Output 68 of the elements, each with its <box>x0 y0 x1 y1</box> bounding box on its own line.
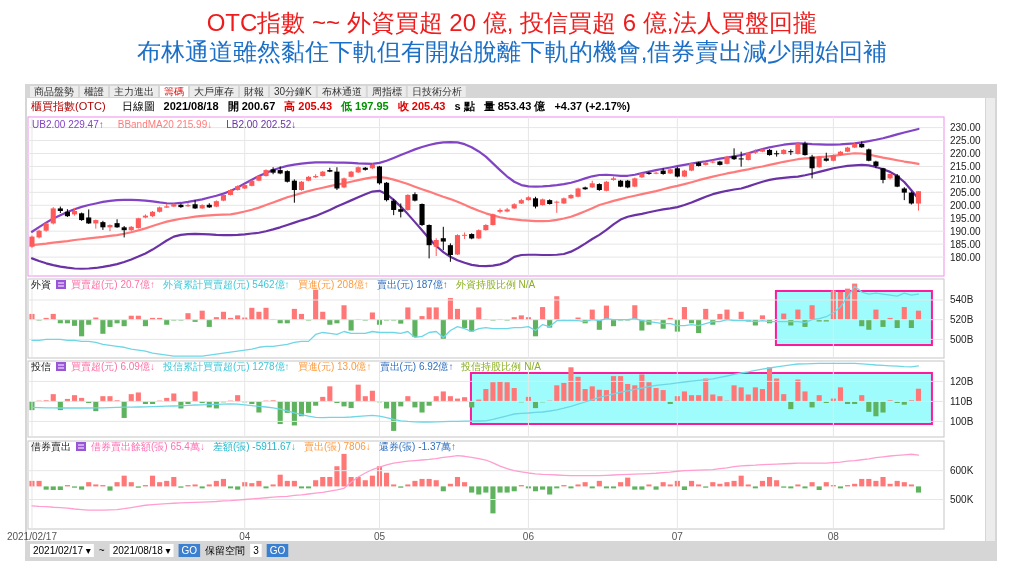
text: LB2.00 202.52↓ <box>226 119 297 130</box>
y-tick-label: 185.00 <box>950 238 982 250</box>
y-tick-label: 190.00 <box>950 225 982 237</box>
y-tick-label: 195.00 <box>950 212 982 224</box>
annotation: 差額(張) -5911.67↓ <box>212 441 297 452</box>
text: 商品盤勢 <box>34 85 74 97</box>
text: BBandMA20 215.99↓ <box>117 119 213 130</box>
annotation: 外資累計買賣超(元) 5462億↑ <box>162 279 290 290</box>
text: s 點 <box>454 100 475 112</box>
y-tick-label: 225.00 <box>950 135 982 147</box>
chart-title: 外資 <box>31 279 51 290</box>
text: 財報 <box>244 85 264 97</box>
text: 開 200.67 <box>227 100 276 112</box>
y-tick-label: 200.00 <box>950 199 982 211</box>
annotation: 買賣超(元) 20.7億↑ <box>71 279 155 290</box>
y-tick-label: 520B <box>950 314 974 326</box>
annotation: 投信累計買賣超(元) 1278億↑ <box>161 361 290 372</box>
text: 30分鐘K <box>274 85 313 97</box>
annotation: 買賣超(元) 6.09億↓ <box>71 361 155 372</box>
x-tick-label: 06 <box>522 531 535 542</box>
y-tick-label: 180.00 <box>950 251 982 263</box>
y-tick-label: 500K <box>950 493 974 505</box>
y-tick-label: 210.00 <box>950 173 982 185</box>
x-tick-label: 08 <box>827 531 840 542</box>
x-tick-label: 2021/02/17 <box>6 531 58 542</box>
text: 日線圖 <box>121 100 155 112</box>
text: 收 205.43 <box>397 100 446 112</box>
annotation: 賣出(元) 187億↑ <box>376 279 448 290</box>
y-tick-label: 600K <box>950 465 974 477</box>
text: 日技術分析 <box>411 85 462 97</box>
annotation: 投信持股比例 N/A <box>460 361 542 372</box>
x-tick-label: 04 <box>239 531 251 542</box>
y-tick-label: 215.00 <box>950 160 982 172</box>
annotation: 還券(張) -1.37萬↑ <box>378 441 457 452</box>
text: 低 197.95 <box>340 100 389 112</box>
y-tick-label: 500B <box>950 333 974 345</box>
annotation: 賣出(元) 6.92億↑ <box>379 361 454 372</box>
chart-title: 借券賣出 <box>31 441 71 452</box>
text: UB2.00 229.47↑ <box>32 119 104 130</box>
chart-title: 投信 <box>30 361 51 372</box>
annotation: 外資持股比例 N/A <box>455 279 536 290</box>
chart-subtitle: 布林通道雖然黏住下軌但有開始脫離下軌的機會,借券賣出減少開始回補 <box>136 38 888 65</box>
y-tick-label: 120B <box>950 375 974 387</box>
annotation: 買進(元) 208億↑ <box>297 279 369 290</box>
text: 大戶庫存 <box>194 85 234 97</box>
text: 高 205.43 <box>284 100 333 112</box>
text: 主力進出 <box>114 85 154 97</box>
text: ~ <box>98 545 105 556</box>
x-tick-label: 07 <box>671 531 684 542</box>
text: +4.37 (+2.17%) <box>554 100 631 112</box>
text: 2021/08/18 <box>163 100 219 112</box>
annotation: 借券賣出餘額(張) 65.4萬↓ <box>91 441 205 452</box>
annotation: 買進(元) 13.0億↑ <box>297 361 372 372</box>
y-tick-label: 110B <box>950 395 973 407</box>
annotation: 賣出(張) 7806↓ <box>304 441 371 452</box>
y-tick-label: 100B <box>950 415 974 427</box>
text: 保留空間 <box>205 545 246 556</box>
chart-title: OTC指數 ~~ 外資買超 20 億, 投信買超 6 億,法人買盤回攏 <box>206 9 818 36</box>
text: 權證 <box>84 85 104 97</box>
text: 籌碼 <box>164 85 184 97</box>
text: 布林通道 <box>321 85 362 97</box>
text: 櫃買指數(OTC) <box>31 100 106 112</box>
y-tick-label: 540B <box>950 294 974 306</box>
text: 量 853.43 億 <box>482 100 547 112</box>
x-tick-label: 05 <box>373 531 386 542</box>
y-tick-label: 220.00 <box>950 148 982 160</box>
y-tick-label: 230.00 <box>950 122 982 134</box>
y-tick-label: 205.00 <box>950 186 982 198</box>
